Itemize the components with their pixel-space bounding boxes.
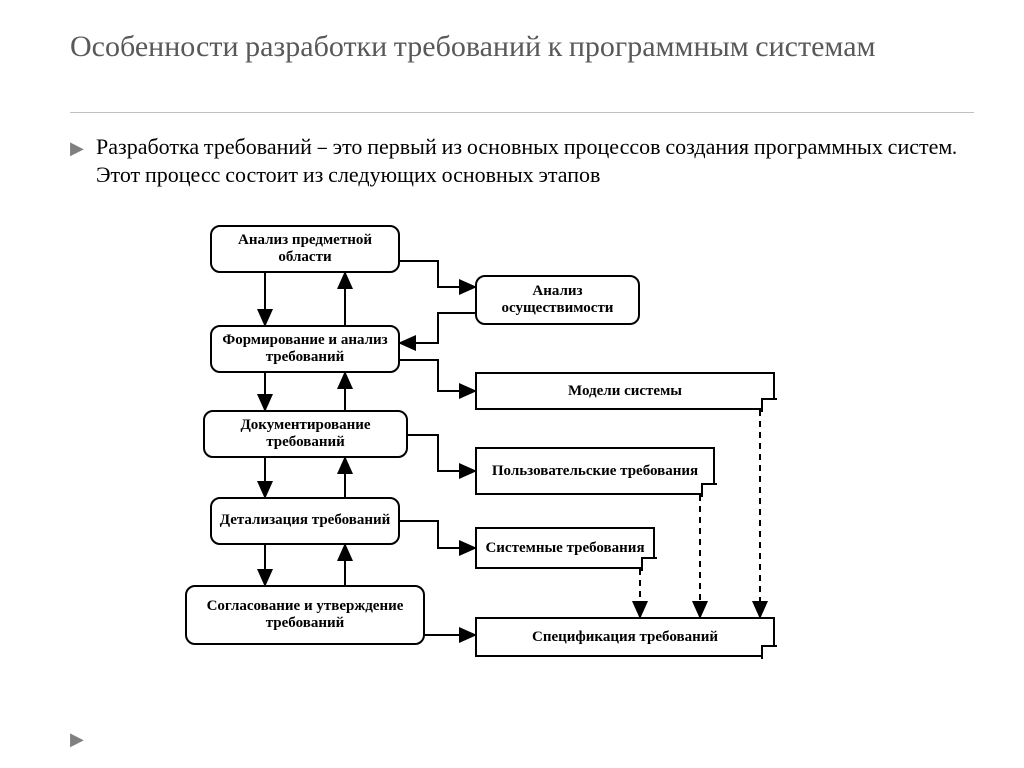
doc-system-requirements: Системные требования: [475, 527, 655, 569]
bullet-bottom-icon: ▶: [70, 729, 84, 750]
node-analysis-domain: Анализ предметной области: [210, 225, 400, 273]
title-underline: [70, 112, 974, 113]
node-feasibility: Анализ осуществимости: [475, 275, 640, 325]
node-approval: Согласование и утверждение требований: [185, 585, 425, 645]
doc-system-models: Модели системы: [475, 372, 775, 410]
slide-title: Особенности разработки требований к прог…: [70, 28, 964, 66]
node-documenting: Документирование требований: [203, 410, 408, 458]
bullet-icon: ▶: [70, 138, 84, 159]
slide-body: Разработка требований – это первый из ос…: [96, 134, 964, 189]
doc-user-requirements: Пользовательские требования: [475, 447, 715, 495]
doc-requirements-spec: Спецификация требований: [475, 617, 775, 657]
node-detailing: Детализация требований: [210, 497, 400, 545]
flowchart: Анализ предметной области Формирование и…: [170, 225, 930, 725]
node-forming-analysis: Формирование и анализ требований: [210, 325, 400, 373]
